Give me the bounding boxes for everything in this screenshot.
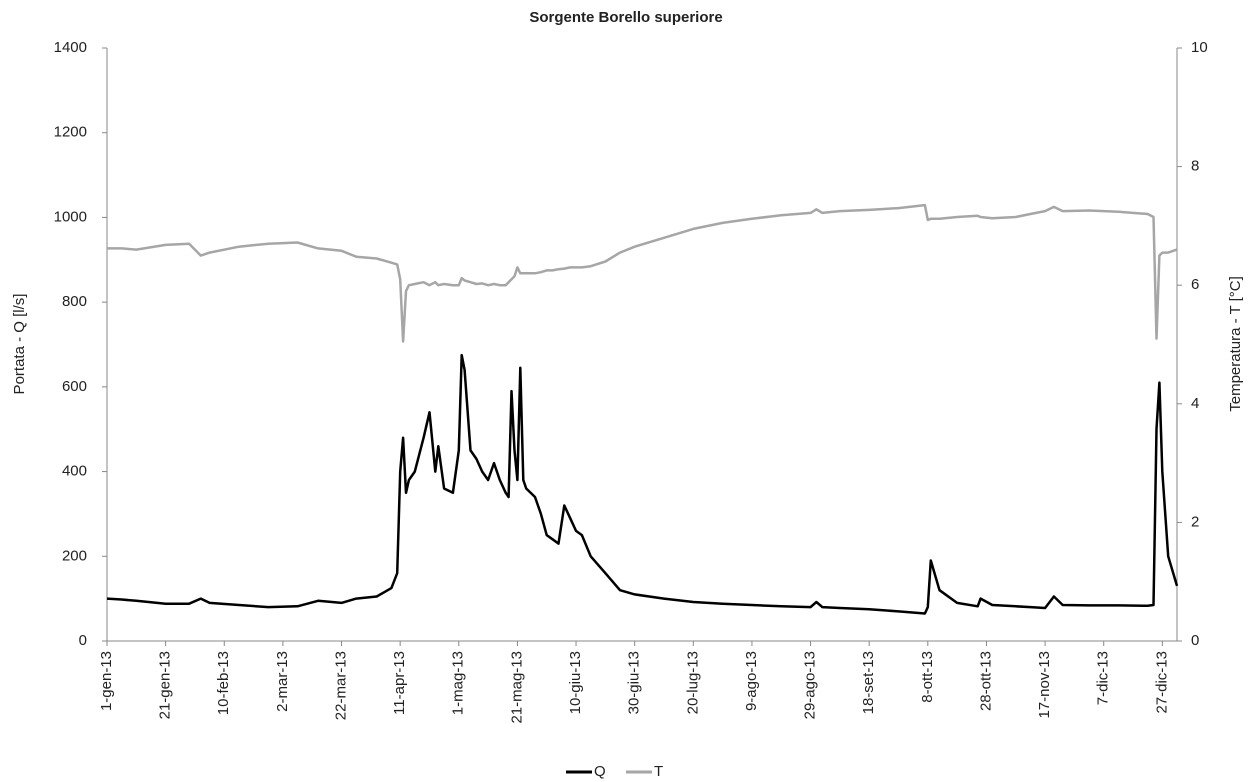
y2-tick-label: 0	[1191, 632, 1199, 649]
x-tick-label: 28-ott-13	[977, 651, 994, 711]
x-tick-label: 21-mag-13	[508, 651, 525, 724]
x-tick-label: 22-mar-13	[332, 651, 349, 720]
y-tick-label: 1400	[54, 39, 87, 56]
x-tick-label: 20-lug-13	[684, 651, 701, 714]
y2-tick-label: 2	[1191, 513, 1199, 530]
y-tick-label: 1000	[54, 208, 87, 225]
x-tick-label: 30-giu-13	[626, 651, 643, 714]
y-tick-label: 200	[62, 547, 87, 564]
y2-tick-label: 10	[1191, 39, 1208, 56]
x-tick-label: 10-giu-13	[567, 651, 584, 714]
x-tick-label: 7-dic-13	[1095, 651, 1112, 705]
x-tick-label: 2-mar-13	[274, 651, 291, 712]
y-tick-label: 800	[62, 293, 87, 310]
y2-tick-label: 4	[1191, 395, 1199, 412]
series-line	[107, 203, 1178, 343]
x-tick-label: 17-nov-13	[1036, 651, 1053, 719]
x-tick-label: 8-ott-13	[919, 651, 936, 703]
x-tick-label: 9-ago-13	[743, 651, 760, 711]
y-tick-label: 400	[62, 463, 87, 480]
x-tick-label: 29-ago-13	[802, 651, 819, 719]
x-tick-label: 11-apr-13	[391, 651, 408, 715]
x-tick-label: 18-set-13	[860, 651, 877, 714]
x-tick-label: 1-mag-13	[450, 651, 467, 715]
y2-tick-label: 6	[1191, 276, 1199, 293]
y-axis-label: Portata - Q [l/s]	[11, 294, 28, 395]
chart-title: Sorgente Borello superiore	[529, 9, 722, 26]
legend-label: T	[654, 763, 663, 780]
x-tick-label: 1-gen-13	[98, 651, 115, 711]
legend-label: Q	[594, 763, 606, 780]
y-tick-label: 1200	[54, 124, 87, 141]
y-tick-label: 0	[79, 632, 87, 649]
x-tick-label: 10-feb-13	[215, 651, 232, 715]
x-tick-label: 27-dic-13	[1153, 651, 1170, 714]
y2-tick-label: 8	[1191, 158, 1199, 175]
x-tick-label: 21-gen-13	[157, 651, 174, 719]
y-tick-label: 600	[62, 378, 87, 395]
y2-axis-label: Temperatura - T [°C]	[1227, 276, 1244, 412]
series-line	[106, 353, 1179, 615]
